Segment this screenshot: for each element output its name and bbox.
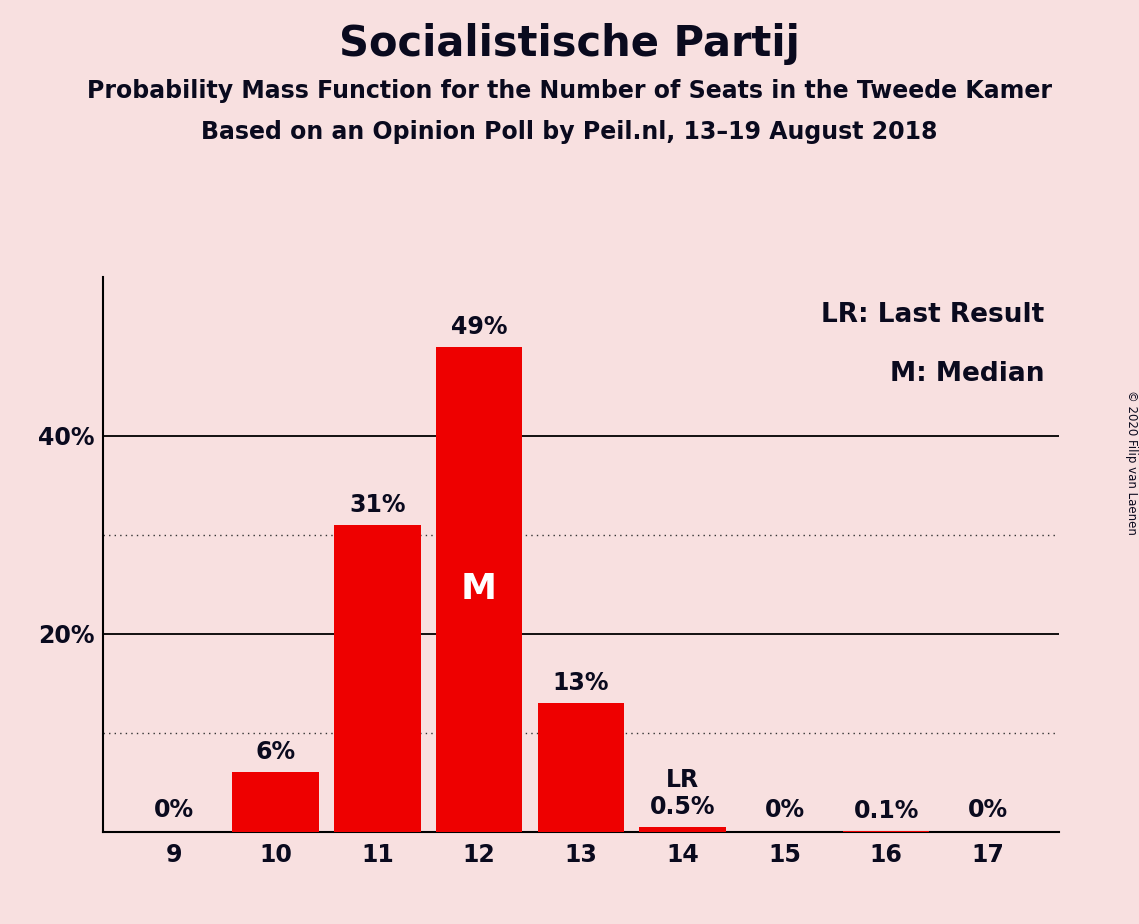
Text: LR: Last Result: LR: Last Result: [821, 302, 1044, 328]
Text: LR: LR: [666, 768, 699, 792]
Text: M: M: [461, 572, 497, 606]
Text: 6%: 6%: [255, 740, 296, 764]
Bar: [436, 346, 523, 832]
Bar: [232, 772, 319, 832]
Text: 0.5%: 0.5%: [650, 795, 715, 819]
Text: 0%: 0%: [154, 797, 194, 821]
Text: 31%: 31%: [349, 492, 405, 517]
Text: 0%: 0%: [968, 797, 1008, 821]
Text: Based on an Opinion Poll by Peil.nl, 13–19 August 2018: Based on an Opinion Poll by Peil.nl, 13–…: [202, 120, 937, 144]
Text: © 2020 Filip van Laenen: © 2020 Filip van Laenen: [1124, 390, 1138, 534]
Text: Probability Mass Function for the Number of Seats in the Tweede Kamer: Probability Mass Function for the Number…: [87, 79, 1052, 103]
Text: 13%: 13%: [552, 671, 609, 695]
Text: Socialistische Partij: Socialistische Partij: [339, 23, 800, 65]
Text: 0%: 0%: [764, 797, 804, 821]
Text: 49%: 49%: [451, 314, 507, 338]
Bar: [538, 703, 624, 832]
Text: 0.1%: 0.1%: [853, 798, 919, 822]
Bar: [334, 525, 420, 832]
Bar: [639, 827, 726, 832]
Text: M: Median: M: Median: [890, 361, 1044, 387]
Bar: [843, 831, 929, 832]
